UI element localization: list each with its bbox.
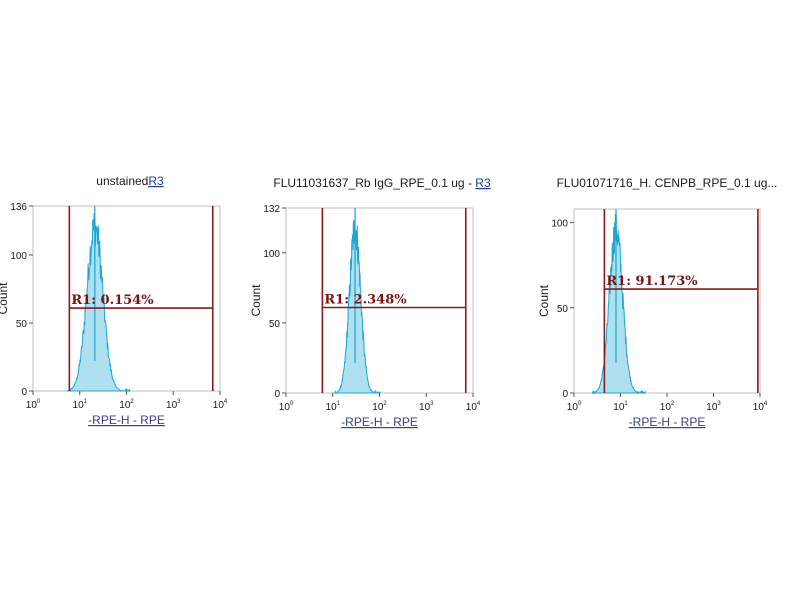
y-axis-label: Count xyxy=(249,284,263,317)
x-tick-label: 100 xyxy=(26,399,41,411)
region-link-r3[interactable]: R3 xyxy=(475,176,491,190)
x-tick-label: 102 xyxy=(372,401,387,413)
gate-r1-label: R1: 91.173% xyxy=(606,274,698,289)
histogram-trace xyxy=(592,210,646,395)
x-tick-label: 103 xyxy=(706,401,721,413)
y-tick-label: 50 xyxy=(269,319,281,330)
x-tick-label: 102 xyxy=(119,399,134,411)
x-tick-label: 100 xyxy=(567,401,582,413)
x-tick-label: 100 xyxy=(279,401,294,413)
x-tick-label: 102 xyxy=(660,401,675,413)
x-tick-label: 101 xyxy=(326,401,341,413)
y-tick-label: 0 xyxy=(562,389,568,400)
panel-title: FLU11031637_Rb IgG_RPE_0.1 ug - R3 xyxy=(273,176,491,190)
x-tick-label: 103 xyxy=(166,399,181,411)
x-tick-label: 103 xyxy=(419,401,434,413)
y-tick-label: 132 xyxy=(263,204,280,215)
x-axis-label[interactable]: -RPE-H - RPE xyxy=(341,415,418,429)
gate-r1-label: R1: 2.348% xyxy=(324,293,407,308)
x-axis-label[interactable]: -RPE-H - RPE xyxy=(629,415,706,429)
x-tick-label: 104 xyxy=(753,401,768,413)
histogram-trace xyxy=(66,212,131,393)
y-axis-label: Count xyxy=(537,284,551,317)
y-tick-label: 136 xyxy=(10,202,27,213)
x-tick-label: 101 xyxy=(613,401,628,413)
histogram-panel-2: FLU11031637_Rb IgG_RPE_0.1 ug - R3 132 100… xyxy=(249,176,491,429)
y-tick-label: 100 xyxy=(10,251,27,262)
x-tick-label: 104 xyxy=(466,401,481,413)
y-tick-label: 0 xyxy=(274,389,280,400)
gate-r1-label: R1: 0.154% xyxy=(71,293,154,308)
panel-title: FLU01071716_H. CENPB_RPE_0.1 ug... xyxy=(557,176,778,190)
region-link-r3[interactable]: R3 xyxy=(148,174,164,188)
x-tick-label: 101 xyxy=(73,399,88,411)
plot-frame xyxy=(573,208,761,394)
panel-title-text: FLU11031637_Rb IgG_RPE_0.1 ug - xyxy=(273,176,475,190)
panel-title: unstainedR3 xyxy=(96,174,164,188)
panel-title-text: unstained xyxy=(96,174,148,188)
histogram-panel-3: FLU01071716_H. CENPB_RPE_0.1 ug... 100 50 0… xyxy=(537,176,777,429)
y-axis-label: Count xyxy=(0,282,10,315)
y-tick-label: 0 xyxy=(21,387,27,398)
x-axis-label[interactable]: -RPE-H - RPE xyxy=(88,413,165,427)
y-tick-label: 50 xyxy=(557,304,569,315)
panel-title-text: FLU01071716_H. CENPB_RPE_0.1 ug... xyxy=(557,176,778,190)
y-tick-label: 100 xyxy=(551,219,568,230)
x-tick-label: 104 xyxy=(213,399,228,411)
y-tick-label: 100 xyxy=(263,249,280,260)
y-tick-label: 50 xyxy=(16,319,28,330)
